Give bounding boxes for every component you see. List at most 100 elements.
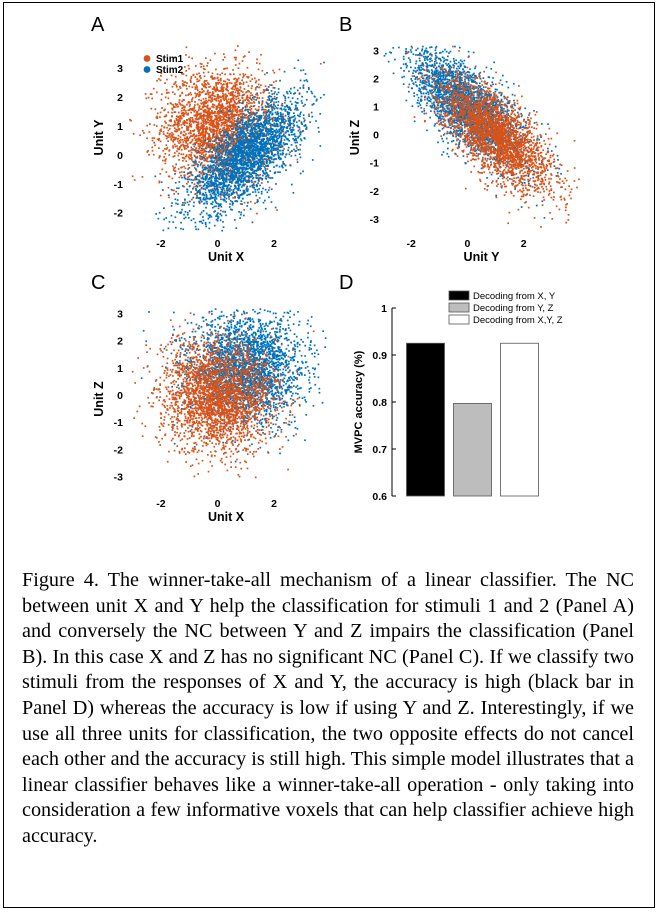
scatter-point	[215, 120, 218, 123]
scatter-point	[250, 160, 253, 162]
scatter-point	[210, 177, 213, 179]
scatter-point	[206, 106, 209, 109]
scatter-point	[232, 160, 234, 163]
scatter-point	[194, 86, 197, 89]
scatter-point	[240, 186, 243, 188]
scatter-point	[284, 132, 287, 134]
scatter-point	[266, 172, 268, 174]
scatter-point	[249, 149, 252, 151]
scatter-point	[267, 110, 270, 113]
scatter-point	[231, 174, 233, 176]
scatter-point	[215, 99, 218, 102]
scatter-point	[191, 160, 194, 163]
scatter-point	[189, 149, 192, 152]
scatter-point	[174, 145, 177, 148]
scatter-point	[187, 138, 190, 140]
scatter-point	[202, 84, 204, 86]
scatter-point	[185, 133, 187, 135]
scatter-point	[210, 116, 213, 119]
scatter-point	[282, 166, 284, 169]
scatter-point	[200, 102, 202, 105]
scatter-point	[231, 208, 233, 211]
scatter-point	[319, 96, 322, 99]
scatter-point	[270, 157, 273, 159]
scatter-point	[253, 187, 256, 189]
scatter-point	[267, 117, 270, 119]
scatter-point	[246, 125, 249, 127]
scatter-point	[275, 98, 277, 100]
scatter-point	[167, 97, 170, 100]
scatter-point	[224, 121, 226, 123]
scatter-point	[291, 150, 293, 152]
scatter-point	[191, 159, 193, 161]
scatter-point	[202, 125, 204, 128]
scatter-point	[234, 147, 237, 150]
scatter-point	[216, 189, 219, 191]
scatter-point	[226, 141, 229, 143]
scatter-point	[240, 133, 243, 135]
scatter-point	[257, 191, 260, 194]
scatter-point	[257, 109, 260, 112]
scatter-point	[217, 171, 220, 174]
scatter-point	[215, 97, 218, 100]
scatter-point	[188, 136, 191, 139]
scatter-point	[254, 143, 256, 145]
scatter-point	[219, 178, 221, 180]
scatter-point	[264, 73, 266, 76]
scatter-point	[213, 104, 216, 106]
scatter-point	[206, 117, 208, 119]
scatter-point	[226, 149, 228, 151]
scatter-point	[302, 69, 305, 71]
scatter-point	[202, 177, 205, 180]
scatter-point	[248, 112, 250, 114]
scatter-point	[174, 75, 177, 78]
scatter-point	[250, 136, 252, 139]
scatter-point	[258, 165, 260, 167]
scatter-point	[160, 130, 162, 132]
scatter-point	[204, 118, 207, 121]
scatter-point	[218, 109, 220, 112]
scatter-point	[208, 155, 211, 157]
scatter-point	[219, 144, 222, 147]
scatter-point	[261, 132, 264, 134]
scatter-point	[250, 133, 253, 136]
scatter-point	[232, 162, 234, 164]
scatter-point	[251, 119, 254, 122]
scatter-point	[242, 180, 244, 183]
scatter-point	[213, 86, 215, 88]
scatter-point	[241, 166, 244, 169]
scatter-point	[242, 132, 245, 135]
scatter-point	[293, 119, 296, 121]
scatter-point	[251, 138, 253, 141]
scatter-point	[190, 173, 193, 176]
scatter-point	[226, 168, 229, 170]
scatter-point	[197, 174, 199, 177]
scatter-point	[231, 122, 233, 125]
scatter-point	[228, 103, 231, 106]
scatter-point	[247, 188, 249, 190]
scatter-point	[287, 113, 290, 115]
scatter-point	[189, 80, 192, 82]
scatter-point	[273, 125, 276, 127]
scatter-point	[190, 155, 192, 157]
scatter-point	[221, 138, 223, 140]
scatter-point	[189, 120, 191, 122]
scatter-point	[246, 117, 248, 119]
scatter-point	[193, 162, 196, 164]
scatter-point	[249, 102, 251, 104]
scatter-point	[185, 94, 187, 97]
scatter-point	[198, 137, 200, 139]
scatter-point	[231, 125, 233, 128]
scatter-point	[249, 152, 252, 155]
scatter-point	[190, 146, 193, 149]
scatter-point	[151, 97, 153, 100]
scatter-point	[238, 134, 240, 136]
scatter-point	[298, 153, 301, 155]
scatter-point	[209, 115, 211, 117]
scatter-point	[234, 64, 237, 66]
scatter-point	[284, 106, 286, 108]
scatter-point	[156, 115, 158, 118]
scatter-point	[242, 107, 244, 110]
scatter-point	[211, 201, 214, 203]
scatter-point	[273, 122, 276, 125]
